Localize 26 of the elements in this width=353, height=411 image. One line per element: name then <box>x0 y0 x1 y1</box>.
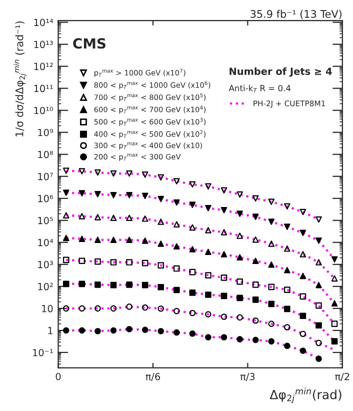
x-tick-label: 0 <box>56 372 61 380</box>
y-tick-label: 10⁸ <box>38 150 54 158</box>
x-tick-label: π/3 <box>240 372 255 381</box>
x-tick-label: π/2 <box>335 372 350 381</box>
y-tick-label: 1 <box>48 327 52 334</box>
y-tick-label: 10¹² <box>34 62 53 70</box>
y-tick-label: 10² <box>38 282 53 290</box>
y-axis-title: 1/σ dσ/dΔφ$_{2j}$$^{min}$ (rad⁻¹) <box>14 21 26 136</box>
chart-title: 35.9 fb⁻¹ (13 TeV) <box>250 10 342 20</box>
annotation: Anti-k$_{T}$ R = 0.4 <box>228 84 291 92</box>
x-tick-label: π/6 <box>146 372 160 381</box>
y-tick-label: 10¹³ <box>34 40 53 48</box>
y-tick-label: 10⁴ <box>38 238 54 246</box>
y-tick-label: 10¹⁰ <box>34 106 54 114</box>
y-tick-label: 10¹⁴ <box>34 18 54 26</box>
y-tick-label: 10⁹ <box>38 128 54 136</box>
y-tick-label: 10⁶ <box>38 194 54 202</box>
y-tick-label: 10¹¹ <box>34 84 53 92</box>
y-tick-label: 10⁵ <box>38 216 53 224</box>
y-tick-label: 10⁻¹ <box>33 348 53 356</box>
annotation: Number of Jets ≥ 4 <box>230 67 332 77</box>
x-axis-title: Δφ$_{2j}$$^{min}$(rad) <box>270 388 342 403</box>
y-tick-label: 10 <box>42 304 53 312</box>
annotation: CMS <box>73 38 106 49</box>
y-tick-label: 10³ <box>38 260 53 268</box>
y-tick-label: 10⁷ <box>38 172 53 180</box>
